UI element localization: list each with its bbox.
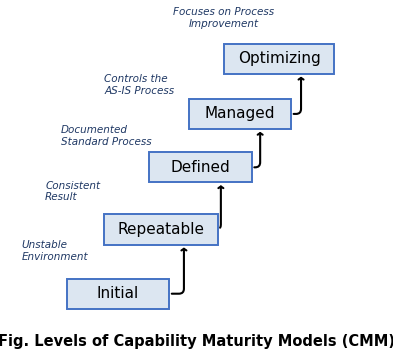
Text: Consistent
Result: Consistent Result xyxy=(45,181,100,202)
Text: Documented
Standard Process: Documented Standard Process xyxy=(61,125,152,147)
Text: Focuses on Process
Improvement: Focuses on Process Improvement xyxy=(173,7,275,28)
FancyBboxPatch shape xyxy=(189,99,291,129)
FancyBboxPatch shape xyxy=(149,152,252,182)
FancyBboxPatch shape xyxy=(104,214,218,245)
Text: Unstable
Environment: Unstable Environment xyxy=(22,240,88,262)
Text: Defined: Defined xyxy=(171,160,230,175)
Text: Optimizing: Optimizing xyxy=(238,51,320,66)
Text: Fig. Levels of Capability Maturity Models (CMM): Fig. Levels of Capability Maturity Model… xyxy=(0,334,393,349)
Text: Repeatable: Repeatable xyxy=(118,222,205,237)
Text: Controls the
AS-IS Process: Controls the AS-IS Process xyxy=(104,74,174,95)
FancyBboxPatch shape xyxy=(224,44,334,74)
Text: Initial: Initial xyxy=(97,286,139,301)
FancyBboxPatch shape xyxy=(67,278,169,309)
Text: Managed: Managed xyxy=(204,106,275,121)
